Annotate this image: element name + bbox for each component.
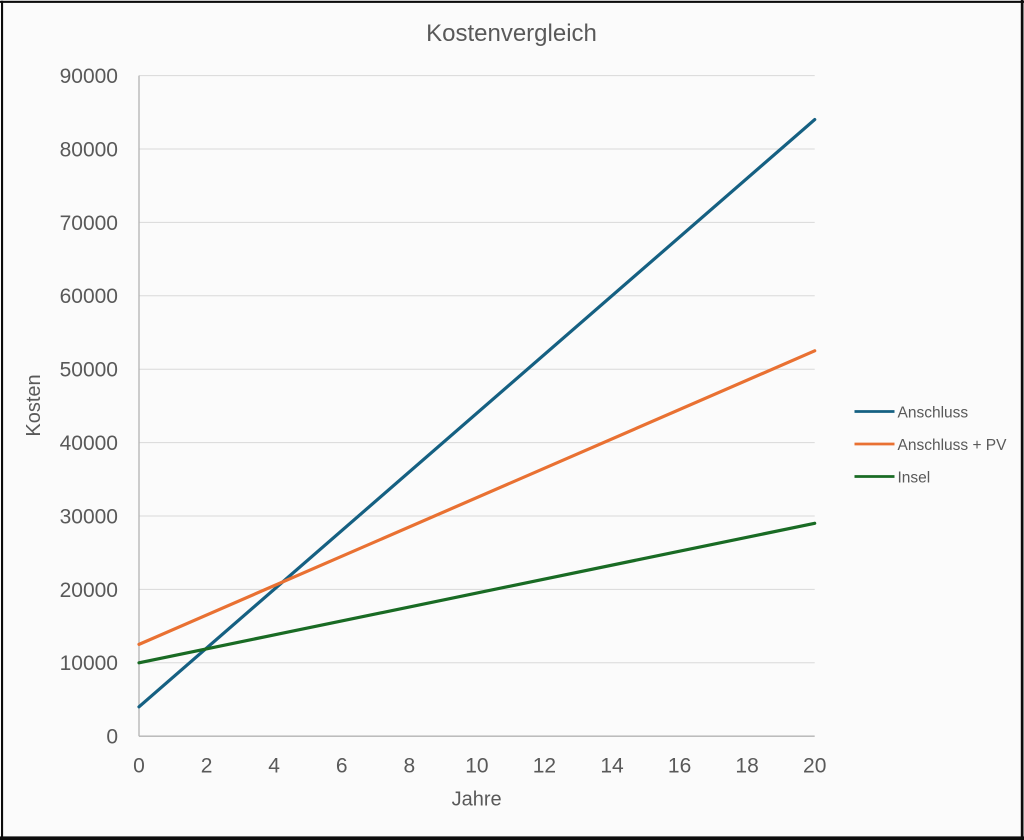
svg-text:Anschluss: Anschluss (898, 404, 969, 421)
svg-text:0: 0 (106, 726, 118, 749)
svg-text:8: 8 (403, 754, 415, 777)
svg-text:2: 2 (201, 754, 213, 777)
svg-text:4: 4 (268, 754, 280, 777)
svg-text:Jahre: Jahre (452, 788, 502, 810)
svg-text:12: 12 (533, 754, 556, 777)
svg-text:80000: 80000 (60, 138, 118, 161)
svg-text:16: 16 (668, 754, 691, 777)
svg-text:Kostenvergleich: Kostenvergleich (426, 20, 597, 47)
svg-text:14: 14 (600, 754, 624, 777)
svg-text:60000: 60000 (60, 285, 118, 308)
svg-text:90000: 90000 (60, 65, 118, 88)
svg-text:30000: 30000 (60, 505, 118, 528)
svg-text:Kosten: Kosten (23, 374, 45, 436)
svg-text:Insel: Insel (898, 469, 931, 486)
svg-text:20000: 20000 (60, 579, 118, 602)
svg-text:50000: 50000 (60, 359, 118, 382)
svg-text:6: 6 (336, 754, 348, 777)
svg-text:10000: 10000 (60, 652, 118, 675)
svg-text:Anschluss + PV: Anschluss + PV (898, 437, 1008, 454)
svg-text:0: 0 (133, 754, 145, 777)
svg-text:40000: 40000 (60, 432, 118, 455)
svg-text:70000: 70000 (60, 212, 118, 235)
svg-text:10: 10 (465, 754, 488, 777)
svg-text:20: 20 (803, 754, 826, 777)
svg-text:18: 18 (735, 754, 758, 777)
